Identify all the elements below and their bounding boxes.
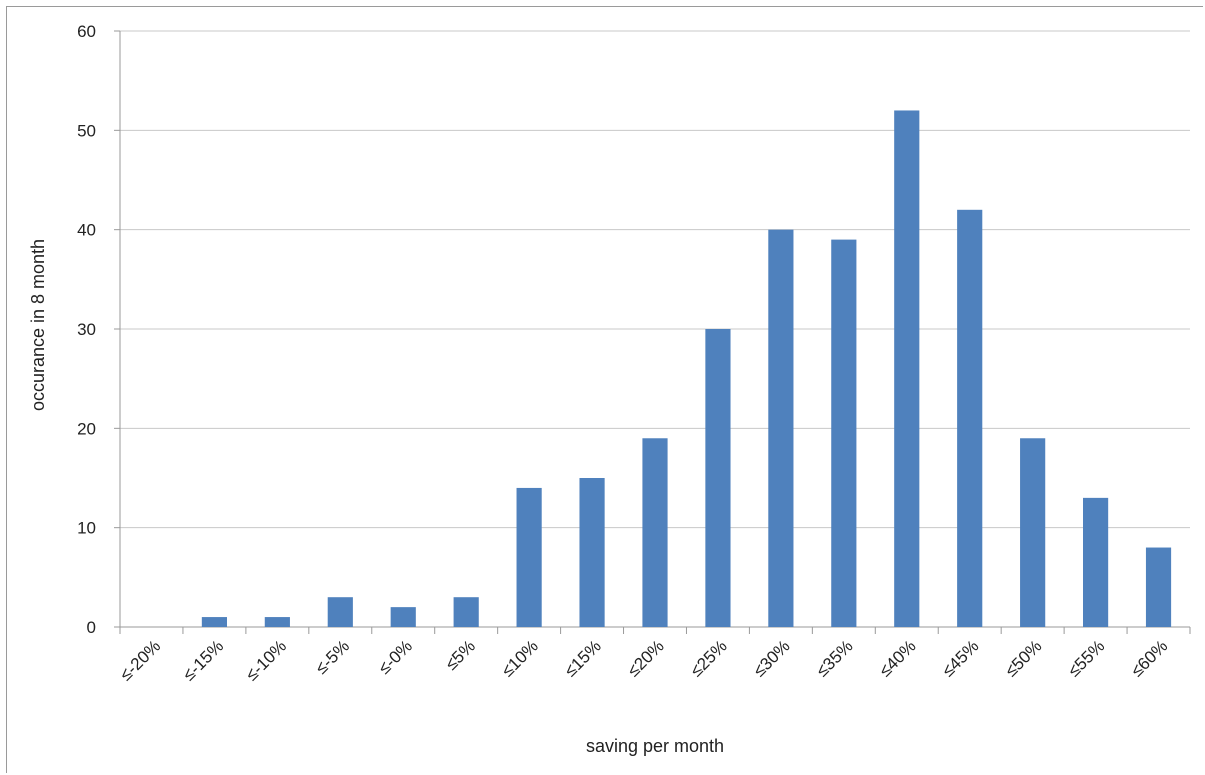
x-tick-label: ≤60% (1127, 636, 1171, 680)
bar (768, 229, 794, 627)
x-axis-title: saving per month (586, 736, 724, 756)
bar (579, 478, 605, 627)
bar (705, 329, 731, 627)
y-tick-label: 60 (77, 22, 96, 41)
y-tick-label: 30 (77, 320, 96, 339)
bar (264, 617, 290, 627)
bar (516, 487, 542, 627)
bar (390, 607, 416, 627)
bar (1145, 547, 1172, 627)
x-tick-label: ≤45% (938, 636, 982, 680)
bar (327, 597, 353, 627)
y-tick-label: 40 (77, 221, 96, 240)
bar (831, 239, 857, 627)
x-tick-label: ≤-5% (312, 636, 353, 677)
x-tick-label: ≤10% (498, 636, 542, 680)
y-axis: 0 10 20 30 40 50 60 (77, 22, 121, 637)
x-tick-label: ≤-20% (116, 636, 164, 684)
bars (201, 110, 1172, 628)
bar (1083, 497, 1109, 627)
bar (642, 438, 668, 627)
x-tick-label: ≤55% (1064, 636, 1108, 680)
x-tick-label: ≤50% (1001, 636, 1045, 680)
x-tick-label: ≤20% (624, 636, 668, 680)
bar (1020, 438, 1046, 627)
y-tick-label: 0 (87, 618, 96, 637)
x-tick-label: ≤5% (442, 636, 479, 673)
x-tick-label: ≤25% (687, 636, 731, 680)
y-tick-label: 10 (77, 519, 96, 538)
bar (957, 209, 983, 628)
x-tick-label: ≤30% (750, 636, 794, 680)
bar (894, 110, 920, 627)
y-axis-title: occurance in 8 month (28, 239, 48, 411)
x-axis: ≤-20% ≤-15% ≤-10% ≤-5% ≤-0% ≤5% ≤10% ≤15% ≤20% ≤2… (116, 626, 1191, 684)
bar (201, 617, 227, 627)
y-tick-label: 50 (77, 121, 96, 140)
y-tick-label: 20 (77, 419, 96, 438)
bar (453, 597, 479, 627)
chart-frame (6, 6, 1203, 773)
x-tick-label: ≤-15% (179, 636, 227, 684)
x-tick-label: ≤-0% (375, 636, 416, 677)
x-tick-label: ≤40% (875, 636, 919, 680)
x-tick-label: ≤35% (813, 636, 857, 680)
x-tick-label: ≤-10% (242, 636, 290, 684)
x-tick-label: ≤15% (561, 636, 605, 680)
